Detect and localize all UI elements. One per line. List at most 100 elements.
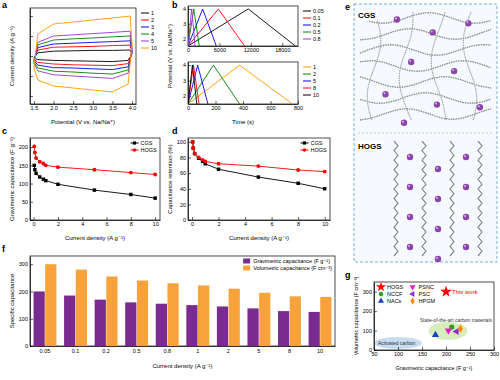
legend-label: Gravimetric capacitance (F g⁻¹) <box>253 258 330 264</box>
legend-label: 0.05 <box>313 8 324 14</box>
point <box>193 152 196 155</box>
x-tick: 2 <box>217 217 220 227</box>
legend-item: 10 <box>303 92 319 98</box>
x-tick-mark <box>298 101 299 104</box>
point <box>38 175 41 178</box>
panel: 0200400600800234Time (s)125810 <box>183 62 319 125</box>
sodium-ion-highlight <box>408 215 410 217</box>
sodium-ion <box>407 184 413 190</box>
legend-item: 2 <box>303 71 316 77</box>
point <box>445 329 452 335</box>
sodium-ion-highlight <box>409 60 411 62</box>
point <box>323 170 327 174</box>
y-tick-label: 300 <box>363 289 372 295</box>
series-line <box>188 9 245 46</box>
y-axis-line <box>374 283 375 351</box>
x-tick: 0.2 <box>102 348 110 354</box>
plot-frame <box>30 8 136 104</box>
x-tick-label: 200 <box>211 105 220 111</box>
schematic-frame <box>354 4 497 262</box>
point <box>92 168 96 172</box>
series-line <box>188 9 195 46</box>
point <box>440 285 452 296</box>
y-tick: 40 <box>180 186 191 192</box>
x-tick: 250 <box>466 347 475 357</box>
y-tick-label: 3 <box>183 78 186 84</box>
plot-frame <box>30 138 160 220</box>
x-tick-mark <box>112 101 113 104</box>
y-tick-mark <box>188 220 191 221</box>
x-tick-mark <box>398 347 399 350</box>
x-tick-label: 200 <box>442 351 451 357</box>
x-tick-label: 0.2 <box>102 348 110 354</box>
sodium-ion-highlight <box>436 167 438 169</box>
x-tick-label: 0 <box>33 221 36 227</box>
point <box>191 140 194 143</box>
sodium-ion <box>463 244 469 250</box>
x-axis: 50100150200250300 <box>371 347 499 357</box>
panel: 1.52.02.53.03.54.0aPotential (V vs. Na/N… <box>2 0 157 125</box>
series-line <box>34 16 132 92</box>
x-tick-label: 2.0 <box>50 105 58 111</box>
legend-swatch <box>303 81 311 82</box>
y-tick-label: 4 <box>183 6 186 12</box>
legend-label: PSC <box>419 291 430 297</box>
x-tick-label: 0 <box>187 105 190 111</box>
y-axis-line <box>30 257 31 347</box>
sodium-ion-highlight <box>436 227 438 229</box>
highlight-region <box>374 337 422 349</box>
point <box>432 331 439 337</box>
x-tick-label: 18000 <box>275 47 290 53</box>
bar <box>229 289 240 346</box>
x-tick: 0.5 <box>133 348 141 354</box>
y-tick-mark <box>188 204 191 205</box>
legend-swatch <box>409 291 414 297</box>
x-tick: 18000 <box>275 43 290 53</box>
y-tick <box>30 56 33 57</box>
y-axis-title: Capacitance retention (%) <box>167 144 173 213</box>
series-line <box>188 65 240 104</box>
x-tick-label: 50 <box>371 351 377 357</box>
sodium-ion <box>382 91 388 97</box>
y-axis-title: Gravimetric capacitance (F g⁻¹) <box>9 137 15 221</box>
legend-swatch <box>303 74 311 75</box>
x-tick-mark <box>107 217 108 220</box>
graphene-layer <box>422 141 426 256</box>
x-tick-mark <box>251 43 252 46</box>
legend-swatch <box>376 282 386 292</box>
y-tick-label: 0 <box>369 347 372 353</box>
y-tick-label: 20 <box>180 202 186 208</box>
x-tick-mark <box>219 217 220 220</box>
y-tick-label: 0 <box>25 217 28 223</box>
x-tick: 10 <box>153 217 159 227</box>
schematic-divider <box>358 133 493 134</box>
graphene-sheet <box>399 12 413 120</box>
legend-label: NACs <box>387 298 402 304</box>
y-tick-mark <box>30 56 33 57</box>
x-tick: 3.5 <box>109 101 117 111</box>
sodium-ion <box>434 101 440 107</box>
legend-item: Volumetric capacitance (F cm⁻³) <box>243 265 332 271</box>
x-tick: 8 <box>130 217 133 227</box>
sodium-ion-highlight <box>408 155 410 157</box>
point <box>203 159 207 163</box>
x-axis-line <box>189 220 331 221</box>
x-tick-label: 2 <box>217 221 220 227</box>
graphene-sheet <box>431 12 446 120</box>
point <box>33 164 36 167</box>
sodium-ion-highlight <box>452 69 454 71</box>
y-tick-mark <box>374 350 377 351</box>
x-tick-mark <box>132 101 133 104</box>
graphene-layer <box>478 141 482 256</box>
label-background <box>357 10 377 21</box>
x-tick: 1.5 <box>31 101 39 111</box>
legend-item: PSNC <box>410 284 434 291</box>
x-tick-label: 10 <box>153 221 159 227</box>
sodium-ion-highlight <box>464 245 466 247</box>
sodium-ion-highlight <box>435 103 437 105</box>
point <box>193 152 197 156</box>
x-tick-mark <box>155 217 156 220</box>
bar <box>156 304 167 346</box>
point <box>32 144 36 148</box>
legend-item: HOGS <box>130 147 157 153</box>
